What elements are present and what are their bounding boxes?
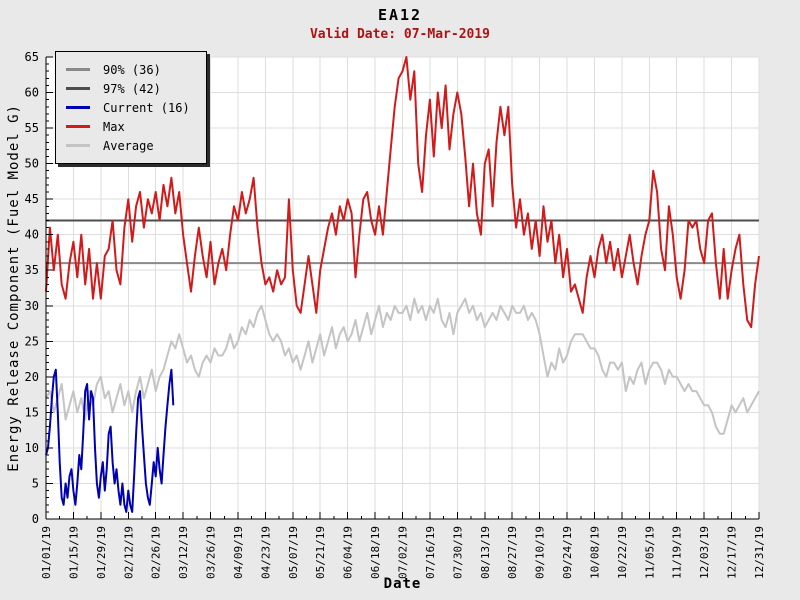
x-tick-label: 03/26/19 [205,526,218,579]
legend-swatch [66,144,90,147]
y-axis-title: Energy Release Component (Fuel Model G) [0,57,28,519]
legend-swatch [66,125,90,128]
x-tick-label: 05/21/19 [314,526,327,579]
y-tick-label: 65 [25,50,39,64]
x-tick-label: 12/17/19 [726,526,739,579]
chart-title: EA12 [377,6,423,24]
x-tick-label: 02/26/19 [150,526,163,579]
legend-item: 90% (36) [66,60,190,79]
x-tick-label: 03/12/19 [177,526,190,579]
y-tick-label: 45 [25,192,39,206]
chart-subtitle: Valid Date: 07-Mar-2019 [309,27,490,42]
legend-box: 90% (36) 97% (42) Current (16) Max Average [55,51,207,164]
legend-swatch [66,87,90,90]
x-tick-label: 08/27/19 [506,526,519,579]
legend-item: Current (16) [66,98,190,117]
x-tick-label: 06/04/19 [342,526,355,579]
legend-label: 97% (42) [103,81,161,96]
legend-item: Max [66,117,190,136]
x-tick-label: 07/02/19 [397,526,410,579]
y-tick-label: 30 [25,299,39,313]
y-tick-label: 15 [25,405,39,419]
x-tick-label: 06/18/19 [369,526,382,579]
x-tick-label: 12/31/19 [753,526,766,579]
x-tick-label: 05/07/19 [287,526,300,579]
x-axis-title: Date [383,576,422,592]
legend-swatch [66,106,90,109]
x-tick-label: 07/30/19 [451,526,464,579]
x-tick-label: 01/01/19 [40,526,53,579]
y-tick-label: 55 [25,121,39,135]
x-tick-label: 10/08/19 [588,526,601,579]
x-tick-label: 08/13/19 [479,526,492,579]
x-tick-label: 01/29/19 [95,526,108,579]
max-series-line [45,56,760,329]
legend-label: Max [103,119,125,134]
y-tick-label: 5 [32,476,39,490]
average-series-line [45,297,760,435]
y-tick-label: 25 [25,334,39,348]
legend-label: 90% (36) [103,62,161,77]
x-tick-label: 09/24/19 [561,526,574,579]
y-axis-title-text: Energy Release Component (Fuel Model G) [6,104,22,472]
x-tick-label: 07/16/19 [424,526,437,579]
legend-label: Current (16) [103,100,190,115]
x-tick-label: 11/05/19 [643,526,656,579]
x-tick-label: 01/15/19 [67,526,80,579]
y-tick-label: 35 [25,263,39,277]
legend-item: 97% (42) [66,79,190,98]
legend-label: Average [103,138,154,153]
y-tick-label: 20 [25,370,39,384]
current-series-line [45,368,175,513]
y-tick-label: 10 [25,441,39,455]
x-tick-label: 02/12/19 [122,526,135,579]
x-tick-label: 09/10/19 [534,526,547,579]
x-tick-label: 10/22/19 [616,526,629,579]
legend-swatch [66,68,90,71]
x-tick-label: 12/03/19 [698,526,711,579]
y-tick-label: 50 [25,157,39,171]
x-tick-label: 11/19/19 [671,526,684,579]
x-tick-label: 04/09/19 [232,526,245,579]
y-tick-label: 60 [25,86,39,100]
legend-item: Average [66,136,190,155]
x-tick-label: 04/23/19 [259,526,272,579]
y-tick-label: 0 [32,512,39,526]
y-tick-label: 40 [25,228,39,242]
